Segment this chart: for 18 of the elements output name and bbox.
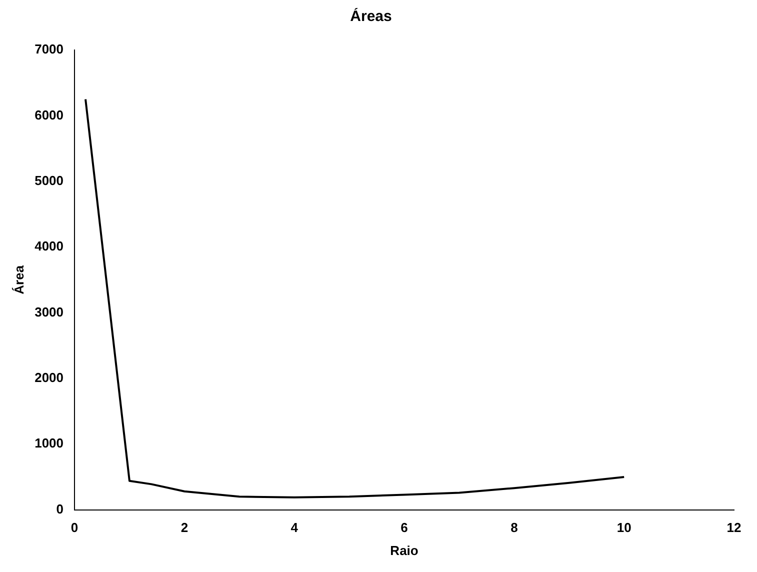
y-tick-label: 4000 bbox=[34, 238, 64, 254]
x-tick-label: 0 bbox=[70, 520, 78, 536]
y-tick-label: 2000 bbox=[34, 370, 64, 386]
x-tick-label: 4 bbox=[290, 520, 299, 536]
x-tick-label: 12 bbox=[726, 520, 742, 536]
x-axis-title: Raio bbox=[390, 542, 418, 558]
chart-title: Áreas bbox=[350, 7, 392, 26]
y-tick-label: 0 bbox=[56, 501, 64, 516]
y-tick-label: 6000 bbox=[34, 107, 64, 122]
y-tick-label: 1000 bbox=[34, 436, 64, 451]
y-tick-label: 7000 bbox=[34, 42, 64, 57]
x-tick-label: 2 bbox=[180, 520, 188, 536]
y-tick-label: 5000 bbox=[34, 172, 64, 188]
y-tick-label: 3000 bbox=[34, 304, 64, 320]
x-tick-label: 8 bbox=[510, 520, 518, 536]
x-tick-label: 6 bbox=[400, 520, 408, 536]
y-axis-title: Área bbox=[11, 264, 26, 294]
x-tick-label: 10 bbox=[616, 520, 632, 536]
